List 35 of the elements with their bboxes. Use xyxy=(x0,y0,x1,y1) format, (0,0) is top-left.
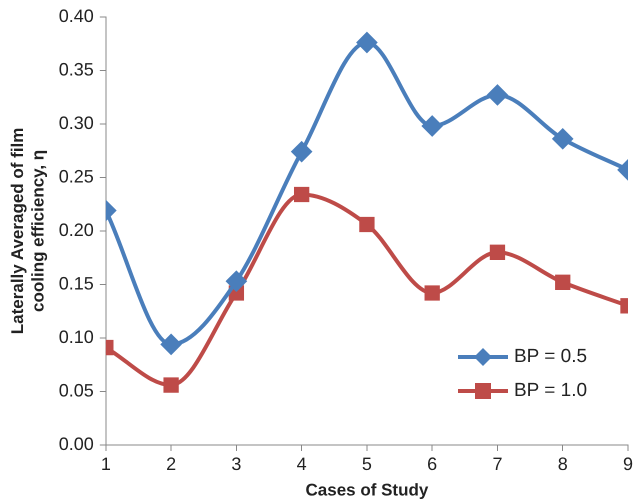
y-tick-label: 0.20 xyxy=(58,220,94,240)
point xyxy=(552,128,573,149)
y-tick-label: 0.05 xyxy=(58,380,94,400)
y-tick-label: 0.30 xyxy=(58,112,94,133)
point xyxy=(226,271,246,292)
point xyxy=(292,142,312,162)
point xyxy=(424,285,440,301)
point xyxy=(555,274,570,290)
legend-label: BP = 1.0 xyxy=(514,380,588,402)
point xyxy=(422,116,442,136)
point xyxy=(161,334,182,354)
point xyxy=(294,186,310,202)
y-tick-label: 0.35 xyxy=(58,59,94,80)
point xyxy=(487,84,508,105)
x-axis-title: Cases of Study xyxy=(306,480,429,500)
x-tick-label: 1 xyxy=(100,454,111,474)
x-tick-label: 6 xyxy=(427,454,438,474)
x-tick-label: 4 xyxy=(296,454,307,474)
x-tick-label: 2 xyxy=(166,454,176,474)
y-axis-title: Laterally Averaged of film cooling efficiency, η xyxy=(8,128,48,334)
x-tick-label: 8 xyxy=(558,454,568,474)
point xyxy=(163,377,179,393)
x-tick-label: 7 xyxy=(492,454,502,474)
y-tick-label: 0.00 xyxy=(58,434,94,454)
y-tick-label: 0.25 xyxy=(58,166,94,186)
y-tick-label: 0.15 xyxy=(58,273,94,294)
point xyxy=(356,32,377,52)
y-tick-label: 0.10 xyxy=(58,326,94,347)
point xyxy=(490,244,506,260)
x-tick-label: 5 xyxy=(362,454,372,474)
legend-label: BP = 0.5 xyxy=(514,346,588,368)
x-tick-label: 9 xyxy=(622,454,634,474)
x-tick-label: 3 xyxy=(231,454,242,474)
point xyxy=(359,216,375,232)
y-tick-label: 0.40 xyxy=(58,6,94,26)
